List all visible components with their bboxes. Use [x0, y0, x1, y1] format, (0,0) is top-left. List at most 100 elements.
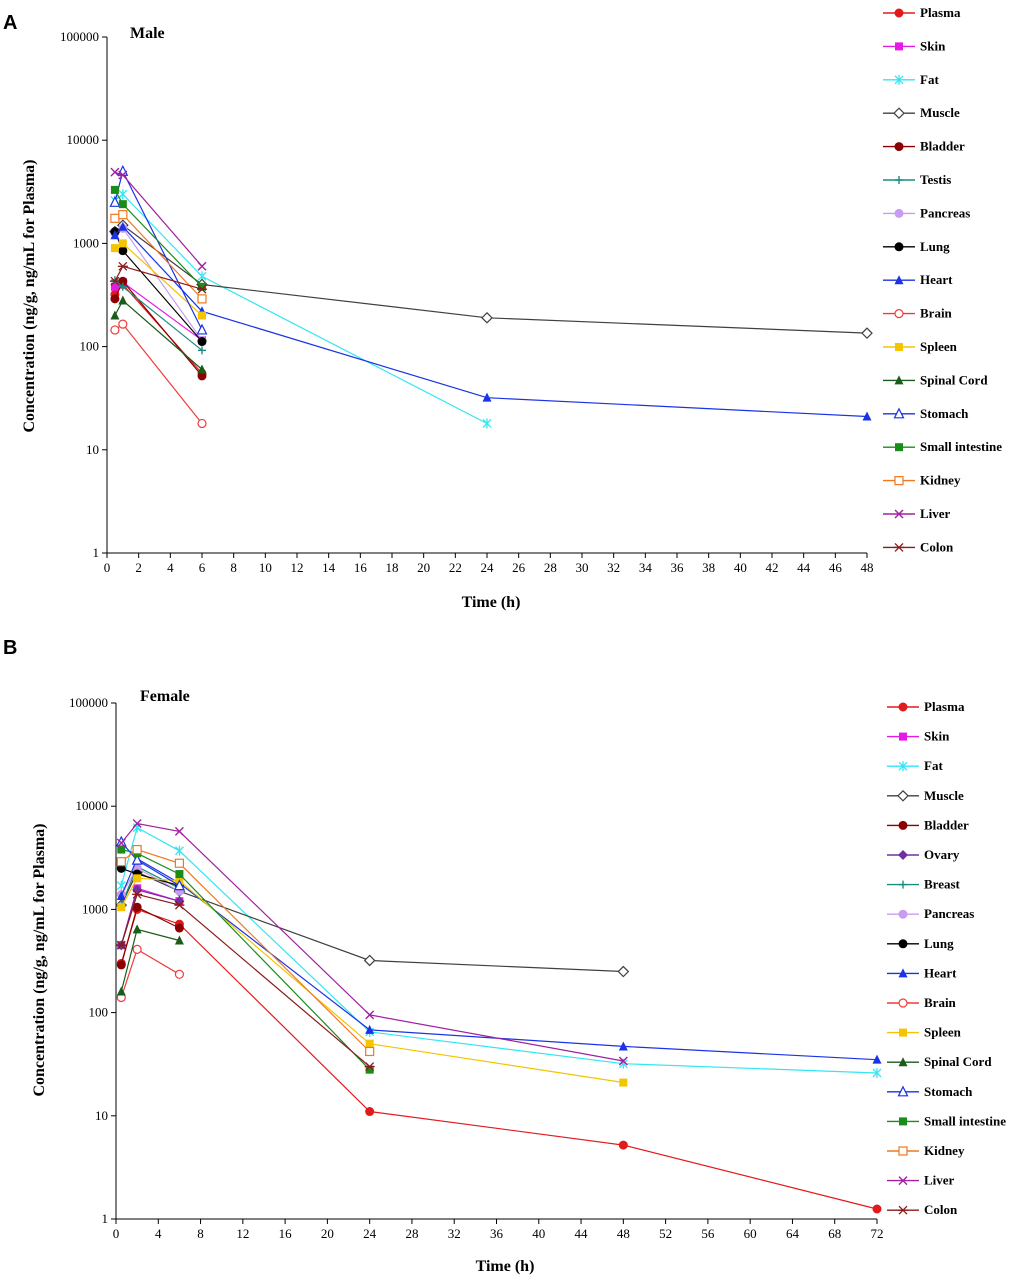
y-tick-label: 100 — [89, 1005, 109, 1020]
legend-item-skin: Skin — [883, 38, 946, 53]
data-point-colon — [109, 276, 120, 286]
data-point-liver — [365, 1010, 375, 1020]
legend-item-muscle: Muscle — [887, 788, 964, 803]
legend-item-plasma: Plasma — [883, 5, 961, 20]
legend-item-kidney: Kidney — [887, 1143, 965, 1158]
data-point-muscle — [617, 965, 630, 978]
data-point-ovary — [174, 896, 185, 907]
legend-marker-lung — [898, 939, 908, 949]
legend-a: Plasma Skin Fat Muscle Bladder Testis Pancreas… — [883, 5, 1002, 554]
data-point-heart — [862, 411, 872, 421]
legend-item-colon: Colon — [887, 1202, 958, 1217]
data-point-spleen — [365, 1039, 374, 1048]
data-point-heart — [110, 230, 120, 240]
data-point-brain — [132, 944, 142, 954]
x-tick-label: 36 — [671, 560, 685, 575]
legend-item-muscle: Muscle — [883, 105, 960, 120]
series-line-colon — [120, 893, 371, 1068]
legend-item-breast: Breast — [887, 877, 961, 892]
legend-label: Brain — [920, 306, 953, 321]
series-line-fat — [120, 826, 878, 1074]
x-tick-label: 68 — [828, 1226, 841, 1241]
series-line-heart — [120, 857, 878, 1061]
x-tick-label: 0 — [104, 560, 111, 575]
series-spinal-cord — [110, 295, 207, 374]
data-point-colon — [174, 900, 185, 910]
series-colon — [116, 889, 375, 1072]
legend-label: Small intestine — [920, 439, 1002, 454]
series-fat — [116, 822, 882, 1078]
legend-label: Stomach — [920, 406, 969, 421]
legend-marker-small-intestine — [899, 1117, 907, 1126]
data-point-small-intestine — [175, 870, 184, 879]
data-point-spinal-cord — [132, 924, 142, 934]
x-tick-label: 16 — [279, 1226, 293, 1241]
series-bladder — [110, 276, 207, 381]
x-axis-title-a: Time (h) — [462, 594, 521, 611]
legend-item-spleen: Spleen — [883, 339, 958, 354]
data-point-heart — [618, 1041, 628, 1051]
legend-item-bladder: Bladder — [883, 139, 965, 154]
x-tick-label: 18 — [386, 560, 399, 575]
panel-a: A Male Time (h) Concentration (ng/g, ng/… — [3, 5, 1002, 611]
chart-title-male: Male — [130, 25, 165, 42]
legend-label: Breast — [924, 877, 961, 892]
legend-marker-stomach — [893, 407, 905, 419]
y-tick-label: 1 — [102, 1211, 109, 1226]
y-tick-label: 1000 — [73, 235, 99, 250]
x-tick-label: 14 — [322, 560, 336, 575]
panel-label-a: A — [3, 12, 17, 34]
x-tick-label: 28 — [544, 560, 557, 575]
legend-item-heart: Heart — [887, 965, 957, 980]
data-point-heart — [116, 890, 126, 900]
x-tick-label: 44 — [575, 1226, 589, 1241]
legend-label: Fat — [924, 758, 943, 773]
legend-marker-skin — [895, 42, 903, 51]
legend-marker-ovary — [898, 850, 908, 860]
legend-label: Spinal Cord — [920, 372, 988, 387]
y-tick-label: 10 — [95, 1108, 108, 1123]
legend-marker-spleen — [899, 1028, 907, 1037]
legend-item-bladder: Bladder — [887, 817, 969, 832]
x-tick-label: 64 — [786, 1226, 800, 1241]
x-tick-label: 38 — [702, 560, 715, 575]
y-tick-label: 1000 — [82, 901, 108, 916]
legend-item-small-intestine: Small intestine — [887, 1113, 1006, 1128]
x-tick-label: 22 — [449, 560, 462, 575]
legend-item-stomach: Stomach — [883, 406, 969, 421]
y-tick-label: 1 — [93, 545, 100, 560]
legend-item-skin: Skin — [887, 729, 950, 744]
x-tick-label: 10 — [259, 560, 272, 575]
legend-item-fat: Fat — [887, 758, 943, 773]
legend-marker-brain — [898, 998, 908, 1008]
data-point-muscle — [363, 954, 376, 967]
x-tick-label: 40 — [734, 560, 747, 575]
data-point-muscle — [481, 311, 493, 324]
legend-marker-pancreas — [898, 909, 908, 919]
x-tick-label: 32 — [607, 560, 620, 575]
legend-item-colon: Colon — [883, 539, 954, 554]
legend-marker-plasma — [898, 702, 908, 712]
data-point-stomach — [131, 853, 143, 865]
data-point-spleen — [117, 903, 126, 912]
y-tick-label: 100000 — [69, 695, 108, 710]
x-tick-label: 16 — [354, 560, 368, 575]
legend-label: Skin — [924, 729, 950, 744]
legend-label: Plasma — [920, 5, 961, 20]
data-point-liver — [116, 838, 126, 848]
legend-marker-bladder — [894, 142, 904, 152]
legend-marker-heart — [894, 275, 904, 285]
data-point-fat — [118, 189, 128, 200]
legend-marker-fat — [894, 74, 904, 85]
x-tick-label: 20 — [321, 1226, 334, 1241]
data-point-spleen — [133, 874, 142, 883]
legend-label: Kidney — [924, 1143, 965, 1158]
y-tick-label: 100 — [80, 339, 100, 354]
data-point-kidney — [174, 858, 185, 868]
legend-label: Plasma — [924, 699, 965, 714]
legend-label: Small intestine — [924, 1113, 1006, 1128]
legend-label: Stomach — [924, 1084, 973, 1099]
data-point-liver — [132, 818, 142, 828]
